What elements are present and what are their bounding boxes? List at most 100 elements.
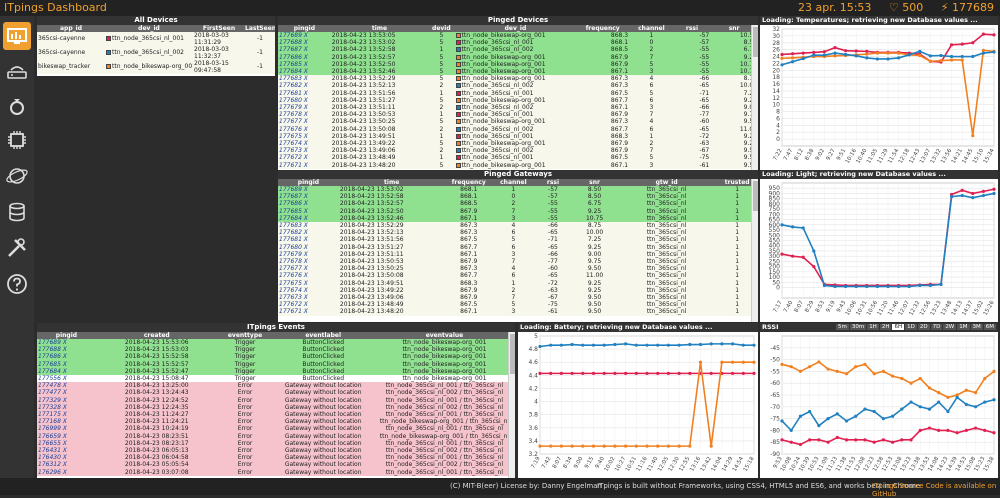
pinged-device-row[interactable]: 177671 X 2018-04-23 13:48:20 5 ttn_node_bik… — [278, 161, 758, 169]
pingid-link[interactable]: 177678 X — [278, 258, 339, 266]
range-button-1h[interactable]: 1H — [867, 324, 879, 330]
event-row[interactable]: 177175 X 2018-04-23 11:24:27 Error Gateway … — [37, 411, 515, 419]
ping-dev-id[interactable]: ttn_node_365csi_nl_002 — [454, 46, 577, 54]
globe-icon[interactable] — [3, 162, 31, 190]
pingid-link[interactable]: 177687 X — [278, 46, 331, 54]
event-row[interactable]: 177329 X 2018-04-23 12:24:52 Error Gateway … — [37, 396, 515, 404]
event-row[interactable]: 177556 X 2018-04-23 15:08:47 Trigger Button… — [37, 375, 515, 383]
pingid-link[interactable]: 177556 X — [37, 375, 96, 383]
ping-dev-id[interactable]: ttn_node_bikeswap-org_001 — [454, 118, 577, 126]
pingid-link[interactable]: 176999 X — [37, 425, 96, 433]
col-eventlabel[interactable]: eventlabel — [272, 332, 374, 339]
pingid-link[interactable]: 176312 X — [37, 461, 96, 469]
pinged-gateway-row[interactable]: 177673 X 2018-04-23 13:49:06 867.9 7 -67 9.50… — [278, 294, 758, 302]
gateway-gtw-id[interactable]: ttn_365csi_nl — [616, 229, 717, 237]
event-row[interactable]: 176655 X 2018-04-23 08:23:17 Error Gateway … — [37, 439, 515, 448]
event-row[interactable]: 177477 X 2018-04-23 13:24:43 Error Gateway … — [37, 389, 515, 397]
gateway-gtw-id[interactable]: ttn_365csi_nl — [616, 301, 717, 309]
pingid-link[interactable]: 177679 X — [278, 250, 339, 259]
range-button-3m[interactable]: 3M — [970, 324, 983, 330]
pingid-link[interactable]: 177689 X — [278, 186, 339, 194]
pingid-link[interactable]: 177328 X — [37, 403, 96, 412]
device-dev-id[interactable]: ttn_node_365csi_nl_001 — [105, 32, 193, 46]
gateway-gtw-id[interactable]: ttn_365csi_nl — [616, 279, 717, 287]
dashboard-icon[interactable] — [3, 22, 31, 50]
col-snr[interactable]: snr — [572, 179, 617, 186]
pingid-link[interactable]: 176296 X — [37, 468, 96, 476]
pinged-device-row[interactable]: 177681 X 2018-04-23 13:51:56 1 ttn_node_365… — [278, 89, 758, 97]
col-channel[interactable]: channel — [629, 25, 674, 32]
pinged-device-row[interactable]: 177682 X 2018-04-23 13:52:13 2 ttn_node_365… — [278, 82, 758, 90]
device-row[interactable]: 365csi-cayenne ttn_node_365csi_nl_001 2018… — [37, 32, 275, 46]
ping-dev-id[interactable]: ttn_node_365csi_nl_002 — [454, 147, 577, 155]
pingid-link[interactable]: 177679 X — [278, 104, 331, 112]
pingid-link[interactable]: 177675 X — [278, 132, 331, 141]
pingid-link[interactable]: 177675 X — [278, 279, 339, 287]
col-firstseen[interactable]: FirstSeen — [193, 25, 245, 32]
ping-dev-id[interactable]: ttn_node_365csi_nl_002 — [454, 82, 577, 90]
range-button-30m[interactable]: 30m — [849, 324, 867, 330]
pinged-gateway-row[interactable]: 177685 X 2018-04-23 13:52:50 867.9 7 -55 9.25… — [278, 207, 758, 215]
ring-icon[interactable] — [3, 92, 31, 120]
pingid-link[interactable]: 177686 X — [37, 353, 96, 361]
pingid-link[interactable]: 177689 X — [37, 339, 96, 347]
ping-dev-id[interactable]: ttn_node_bikeswap-org_001 — [454, 96, 577, 105]
pinged-gateway-row[interactable]: 177679 X 2018-04-23 13:51:11 867.1 3 -66 9.00… — [278, 250, 758, 259]
database-icon[interactable] — [3, 198, 31, 226]
ping-dev-id[interactable]: ttn_node_365csi_nl_001 — [454, 39, 577, 47]
gateway-gtw-id[interactable]: ttn_365csi_nl — [616, 222, 717, 230]
ping-dev-id[interactable]: ttn_node_365csi_nl_001 — [454, 89, 577, 97]
pingid-link[interactable]: 177685 X — [278, 207, 339, 215]
pingid-link[interactable]: 176430 X — [37, 454, 96, 462]
gateway-gtw-id[interactable]: ttn_365csi_nl — [616, 272, 717, 280]
col-app-id[interactable]: app_id — [37, 25, 105, 32]
ping-dev-id[interactable]: ttn_node_365csi_nl_002 — [454, 125, 577, 133]
pingid-link[interactable]: 177673 X — [278, 147, 331, 155]
pinged-device-row[interactable]: 177683 X 2018-04-23 13:52:29 5 ttn_node_bik… — [278, 75, 758, 83]
event-row[interactable]: 176312 X 2018-04-23 05:05:54 Error Gateway … — [37, 461, 515, 469]
pingid-link[interactable]: 177175 X — [37, 411, 96, 419]
pinged-device-row[interactable]: 177674 X 2018-04-23 13:49:22 5 ttn_node_bik… — [278, 140, 758, 148]
pingid-link[interactable]: 177680 X — [278, 96, 331, 105]
event-row[interactable]: 177688 X 2018-04-23 15:53:03 Trigger Button… — [37, 346, 515, 354]
pinged-gateway-row[interactable]: 177676 X 2018-04-23 13:50:08 867.7 6 -65 11.0… — [278, 272, 758, 280]
pingid-link[interactable]: 177684 X — [278, 214, 339, 223]
col-snr[interactable]: snr — [710, 25, 758, 32]
gateway-gtw-id[interactable]: ttn_365csi_nl — [616, 207, 717, 215]
ping-dev-id[interactable]: ttn_node_bikeswap-org_001 — [454, 161, 577, 169]
pinged-gateway-row[interactable]: 177677 X 2018-04-23 13:50:25 867.3 4 -60 9.50… — [278, 265, 758, 273]
range-button-7d[interactable]: 7D — [930, 324, 943, 330]
gateway-icon[interactable] — [3, 58, 31, 86]
pingid-link[interactable]: 177685 X — [37, 360, 96, 368]
bolt-counter[interactable]: ⚡ 177689 — [940, 1, 994, 14]
pinged-gateway-row[interactable]: 177686 X 2018-04-23 13:52:57 868.5 2 -55 6.75… — [278, 200, 758, 208]
col-pingid[interactable]: pingid — [37, 332, 96, 339]
pingid-link[interactable]: 177683 X — [278, 75, 331, 83]
event-row[interactable]: 177689 X 2018-04-23 15:53:06 Trigger Button… — [37, 339, 515, 347]
pingid-link[interactable]: 177477 X — [37, 389, 96, 397]
range-button-2w[interactable]: 2W — [943, 324, 957, 330]
pingid-link[interactable]: 177676 X — [278, 272, 339, 280]
pingid-link[interactable]: 177674 X — [278, 140, 331, 148]
gateway-gtw-id[interactable]: ttn_365csi_nl — [616, 265, 717, 273]
device-dev-id[interactable]: ttn_node_bikeswap-org_001 — [105, 60, 193, 74]
pinged-device-row[interactable]: 177679 X 2018-04-23 13:51:11 2 ttn_node_365… — [278, 104, 758, 112]
pinged-device-row[interactable]: 177677 X 2018-04-23 13:50:25 5 ttn_node_bik… — [278, 118, 758, 126]
ping-dev-id[interactable]: ttn_node_bikeswap-org_001 — [454, 53, 577, 61]
pingid-link[interactable]: 177683 X — [278, 222, 339, 230]
chip-icon[interactable] — [3, 126, 31, 154]
battery-chart[interactable]: 3.2 3.4 3.6 3.8 4 4.2 4.4 4.6 4.8 5 7:19 7:42 8:07 8:… — [518, 332, 758, 478]
pinged-gateway-row[interactable]: 177674 X 2018-04-23 13:49:22 867.9 2 -63 9.25… — [278, 286, 758, 295]
pinged-device-row[interactable]: 177678 X 2018-04-23 13:50:53 1 ttn_node_365… — [278, 111, 758, 119]
pinged-gateway-row[interactable]: 177678 X 2018-04-23 13:50:53 867.9 7 -77 9.75… — [278, 258, 758, 266]
pinged-scrollbar[interactable] — [751, 25, 758, 172]
tools-icon[interactable] — [3, 234, 31, 262]
pingid-link[interactable]: 176431 X — [37, 447, 96, 455]
col-time[interactable]: time — [330, 25, 429, 32]
pingid-link[interactable]: 177681 X — [278, 236, 339, 244]
pingid-link[interactable]: 177688 X — [278, 39, 331, 47]
col-frequency[interactable]: frequency — [444, 179, 494, 186]
pingid-link[interactable]: 177676 X — [278, 125, 331, 133]
ping-dev-id[interactable]: ttn_node_bikeswap-org_001 — [454, 140, 577, 148]
